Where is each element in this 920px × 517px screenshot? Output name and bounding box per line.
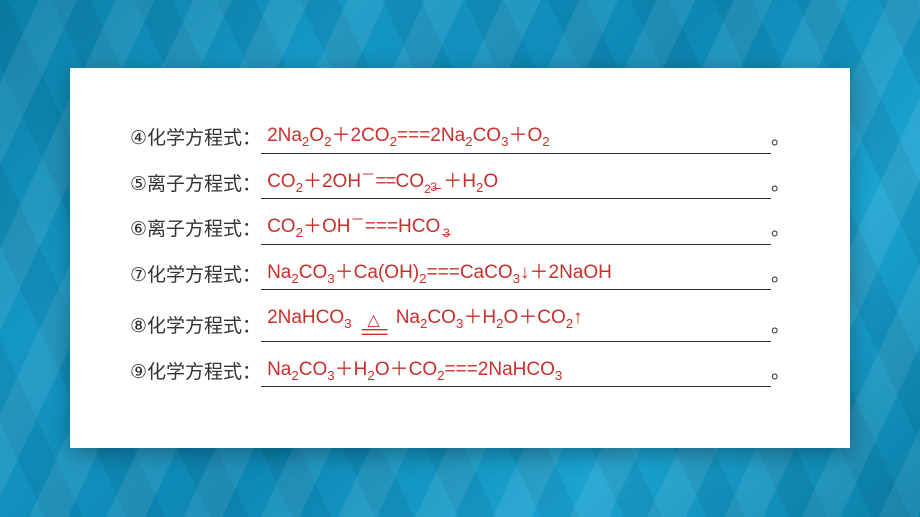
equation-row: ④ 化学方程式： 2Na2O2＋2CO2===2Na2CO3＋O2 。: [130, 122, 790, 154]
content-card: ④ 化学方程式： 2Na2O2＋2CO2===2Na2CO3＋O2 。 ⑤ 离子…: [70, 68, 850, 448]
formula-blank: CO2＋2OH－==CO2－3＋H2O: [261, 168, 771, 200]
formula: CO2＋2OH－==CO2－3＋H2O: [267, 168, 498, 197]
formula-blank: 2Na2O2＋2CO2===2Na2CO3＋O2: [261, 122, 771, 154]
end-punct: 。: [771, 313, 790, 342]
formula: Na2CO3＋Ca(OH)2===CaCO3↓＋2NaOH: [267, 259, 612, 288]
row-type: 化学方程式：: [147, 359, 261, 388]
formula: CO2＋OH－===HCO－3: [267, 213, 453, 242]
row-number: ④: [130, 125, 147, 154]
row-type: 化学方程式：: [147, 313, 261, 342]
row-type: 化学方程式：: [147, 125, 261, 154]
row-number: ⑤: [130, 171, 147, 200]
end-punct: 。: [771, 359, 790, 388]
end-punct: 。: [771, 171, 790, 200]
row-type: 离子方程式：: [147, 216, 261, 245]
formula: 2NaHCO3 △=== Na2CO3＋H2O＋CO2↑: [267, 304, 583, 339]
equation-row: ⑥ 离子方程式： CO2＋OH－===HCO－3 。: [130, 213, 790, 245]
formula-blank: Na2CO3＋Ca(OH)2===CaCO3↓＋2NaOH: [261, 259, 771, 291]
formula: Na2CO3＋H2O＋CO2===2NaHCO3: [267, 356, 562, 385]
equation-row: ⑦ 化学方程式： Na2CO3＋Ca(OH)2===CaCO3↓＋2NaOH 。: [130, 259, 790, 291]
formula: 2Na2O2＋2CO2===2Na2CO3＋O2: [267, 122, 550, 151]
row-type: 离子方程式：: [147, 171, 261, 200]
row-number: ⑨: [130, 359, 147, 388]
formula-blank: CO2＋OH－===HCO－3: [261, 213, 771, 245]
end-punct: 。: [771, 262, 790, 291]
row-number: ⑧: [130, 313, 147, 342]
equation-row: ⑤ 离子方程式： CO2＋2OH－==CO2－3＋H2O 。: [130, 168, 790, 200]
equation-row: ⑧ 化学方程式： 2NaHCO3 △=== Na2CO3＋H2O＋CO2↑ 。: [130, 304, 790, 342]
row-number: ⑥: [130, 216, 147, 245]
formula-blank: Na2CO3＋H2O＋CO2===2NaHCO3: [261, 356, 771, 388]
formula-blank: 2NaHCO3 △=== Na2CO3＋H2O＋CO2↑: [261, 304, 771, 342]
row-type: 化学方程式：: [147, 262, 261, 291]
equation-row: ⑨ 化学方程式： Na2CO3＋H2O＋CO2===2NaHCO3 。: [130, 356, 790, 388]
end-punct: 。: [771, 216, 790, 245]
end-punct: 。: [771, 125, 790, 154]
row-number: ⑦: [130, 262, 147, 291]
